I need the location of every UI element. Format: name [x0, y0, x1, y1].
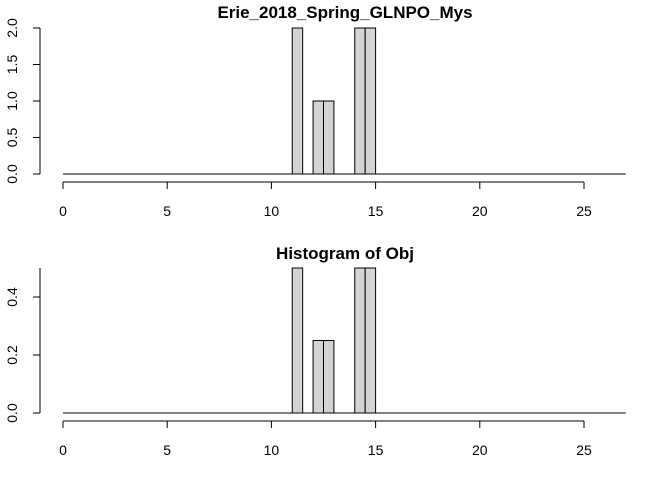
x-tick-label: 0	[59, 442, 67, 458]
x-tick-label: 25	[576, 203, 592, 219]
histogram-bar	[291, 267, 304, 414]
panel-top: Erie_2018_Spring_GLNPO_Mys 0 5 10 15 20 25 0.0…	[4, 3, 626, 219]
histogram-bar	[323, 340, 335, 414]
x-tick-label: 20	[472, 442, 488, 458]
histogram-bar	[323, 100, 335, 175]
x-tick-label: 5	[163, 203, 171, 219]
histogram-bar	[354, 267, 366, 414]
chart-title: Erie_2018_Spring_GLNPO_Mys	[217, 3, 472, 22]
x-tick-label: 15	[368, 203, 384, 219]
x-tick-label: 20	[472, 203, 488, 219]
histogram-bar	[291, 27, 304, 175]
x-tick-label: 15	[368, 442, 384, 458]
y-tick-label: 0.4	[4, 287, 20, 307]
y-tick-label: 0.0	[4, 403, 20, 423]
y-tick-label: 0.0	[4, 164, 20, 184]
panel-bottom: Histogram of Obj 0 5 10 15 20 25 0.0 0.2 0.4	[4, 244, 626, 458]
y-tick-label: 2.0	[4, 18, 20, 38]
x-tick-label: 10	[264, 442, 280, 458]
chart-title: Histogram of Obj	[276, 244, 414, 263]
y-tick-label: 1.5	[4, 55, 20, 75]
histogram-bar	[312, 100, 324, 175]
histogram-bar	[364, 267, 377, 414]
plot-area: 0 5 10 15 20 25 0.0 0.5 1.0 1.5 2.0	[4, 18, 626, 219]
histogram-bar	[364, 27, 377, 175]
y-tick-label: 1.0	[4, 91, 20, 111]
plot-area: 0 5 10 15 20 25 0.0 0.2 0.4	[4, 267, 626, 458]
histogram-bar	[354, 27, 366, 175]
y-tick-label: 0.2	[4, 345, 20, 365]
histogram-bar	[312, 340, 324, 414]
x-tick-label: 5	[163, 442, 171, 458]
x-tick-label: 0	[59, 203, 67, 219]
x-tick-label: 10	[264, 203, 280, 219]
y-tick-label: 0.5	[4, 128, 20, 148]
x-tick-label: 25	[576, 442, 592, 458]
